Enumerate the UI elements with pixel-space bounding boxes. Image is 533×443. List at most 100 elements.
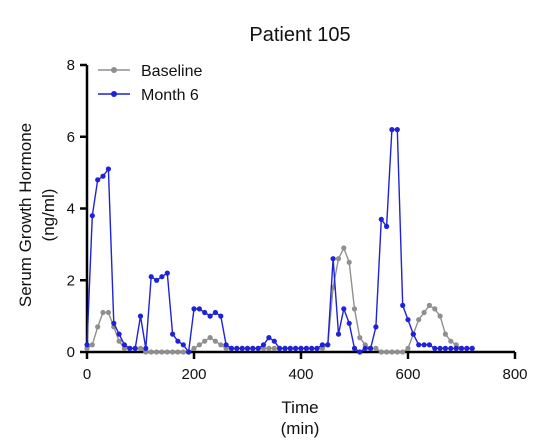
data-point-baseline — [202, 338, 208, 344]
y-tick-label: 8 — [67, 57, 75, 74]
y-tick-label: 6 — [67, 129, 75, 146]
data-point-month-6 — [148, 274, 154, 280]
data-point-baseline — [400, 349, 406, 355]
data-point-month-6 — [341, 306, 347, 312]
legend-month6-marker — [111, 91, 117, 97]
data-point-month-6 — [378, 216, 384, 222]
data-point-month-6 — [448, 345, 454, 351]
data-point-month-6 — [239, 345, 245, 351]
series-baseline — [84, 245, 475, 355]
data-point-baseline — [84, 345, 90, 351]
data-point-month-6 — [426, 342, 432, 348]
data-point-month-6 — [228, 345, 235, 351]
data-point-baseline — [95, 324, 101, 330]
data-point-month-6 — [218, 313, 224, 319]
data-point-baseline — [218, 342, 224, 348]
data-point-month-6 — [309, 345, 315, 351]
data-point-month-6 — [410, 331, 416, 337]
y-axis-label-line2: (ng/ml) — [39, 189, 58, 242]
x-axis-label-line1: Time — [281, 398, 318, 417]
x-tick-label: 600 — [395, 366, 420, 383]
data-point-baseline — [346, 259, 352, 265]
data-point-month-6 — [373, 324, 379, 330]
data-point-baseline — [212, 338, 218, 344]
data-point-baseline — [207, 335, 213, 341]
data-point-month-6 — [164, 270, 170, 276]
data-point-month-6 — [421, 342, 427, 348]
data-point-month-6 — [159, 274, 165, 280]
data-point-month-6 — [319, 342, 325, 348]
data-point-month-6 — [132, 345, 138, 351]
series-line-month-6 — [86, 128, 473, 353]
data-point-month-6 — [191, 306, 197, 312]
x-tick-label: 800 — [502, 366, 527, 383]
data-point-baseline — [170, 349, 176, 355]
data-point-baseline — [105, 309, 111, 316]
data-point-month-6 — [196, 306, 202, 312]
data-point-baseline — [432, 306, 438, 312]
data-point-month-6 — [154, 277, 160, 283]
data-point-month-6 — [260, 342, 267, 348]
data-point-month-6 — [100, 173, 106, 179]
data-point-baseline — [421, 309, 427, 316]
y-tick-label: 0 — [67, 344, 75, 361]
data-point-baseline — [378, 349, 384, 355]
data-point-month-6 — [346, 320, 352, 326]
data-point-baseline — [319, 345, 325, 351]
data-point-month-6 — [469, 345, 475, 351]
data-point-month-6 — [437, 345, 443, 351]
chart-title: Patient 105 — [249, 24, 350, 46]
data-point-baseline — [116, 338, 122, 344]
x-tick-label: 400 — [288, 366, 313, 383]
data-point-month-6 — [250, 345, 256, 351]
data-point-month-6 — [453, 345, 459, 351]
series-month-6 — [84, 127, 475, 355]
data-point-month-6 — [335, 331, 342, 337]
axes — [85, 65, 515, 354]
data-point-baseline — [260, 345, 267, 351]
data-point-month-6 — [351, 345, 358, 351]
y-tick-label: 2 — [67, 272, 75, 289]
data-point-month-6 — [330, 256, 336, 262]
data-point-baseline — [121, 345, 127, 351]
data-point-baseline — [159, 349, 165, 355]
data-point-baseline — [362, 342, 368, 348]
data-point-month-6 — [266, 335, 272, 341]
data-point-baseline — [405, 345, 411, 351]
legend-baseline-marker — [111, 67, 117, 73]
data-point-month-6 — [186, 349, 192, 355]
data-point-baseline — [266, 345, 272, 351]
data-point-baseline — [389, 349, 395, 355]
data-point-month-6 — [400, 302, 406, 308]
data-point-month-6 — [84, 342, 90, 348]
data-point-baseline — [154, 349, 160, 355]
data-point-month-6 — [207, 313, 213, 319]
data-point-baseline — [89, 342, 95, 348]
data-point-baseline — [373, 345, 379, 351]
legend-baseline-label: Baseline — [141, 63, 202, 80]
data-point-month-6 — [362, 345, 368, 351]
data-point-baseline — [271, 345, 277, 351]
data-point-baseline — [442, 331, 448, 337]
data-point-month-6 — [180, 342, 186, 348]
x-axis-label-line2: (min) — [281, 419, 320, 438]
data-point-month-6 — [116, 331, 122, 337]
data-point-baseline — [453, 342, 459, 348]
data-point-month-6 — [389, 127, 395, 133]
y-axis-label-line1: Serum Growth Hormone — [16, 123, 35, 307]
data-point-baseline — [426, 302, 432, 308]
data-point-month-6 — [127, 345, 133, 351]
data-point-baseline — [357, 335, 363, 341]
y-tick-label: 4 — [67, 201, 75, 218]
data-point-month-6 — [432, 345, 438, 351]
data-point-baseline — [351, 306, 358, 312]
data-point-month-6 — [111, 320, 117, 326]
data-point-month-6 — [303, 345, 309, 351]
data-point-month-6 — [357, 349, 363, 355]
data-point-month-6 — [314, 345, 320, 351]
data-point-month-6 — [277, 345, 283, 351]
data-point-month-6 — [121, 342, 127, 348]
data-point-month-6 — [282, 345, 288, 351]
data-point-baseline — [148, 349, 154, 355]
